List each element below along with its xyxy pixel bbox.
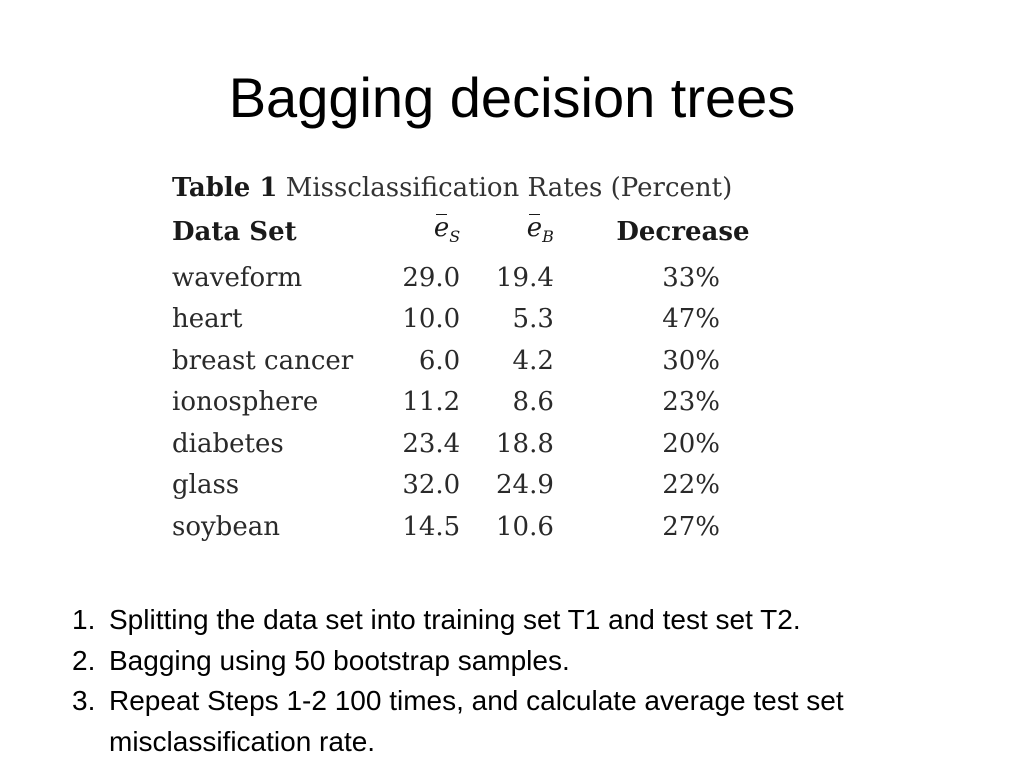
table-row: glass 32.0 24.9 22% [172, 465, 812, 507]
step-text: Repeat Steps 1-2 100 times, and calculat… [109, 685, 844, 757]
table-header-row: Data Set eS eB Decrease [172, 208, 812, 258]
cell-single-tree-error: 11.2 [402, 387, 461, 417]
cell-bagged-error: 8.6 [512, 387, 554, 417]
cell-data-set: heart [172, 304, 243, 334]
header-data-set: Data Set [172, 217, 297, 247]
table-body: waveform 29.0 19.4 33% heart 10.0 5.3 47% breast… [172, 258, 812, 549]
cell-decrease: 23% [662, 387, 720, 417]
cell-decrease: 20% [662, 428, 720, 459]
cell-data-set: diabetes [172, 428, 284, 459]
cell-single-tree-error: 23.4 [402, 428, 461, 459]
table-caption: Table 1 Missclassification Rates (Percen… [172, 168, 812, 208]
step-text: Splitting the data set into training set… [109, 604, 801, 635]
table-caption-number: Table 1 [172, 173, 278, 203]
cell-bagged-error: 5.3 [512, 304, 554, 334]
cell-single-tree-error: 29.0 [402, 262, 461, 293]
step-number: 2. [72, 644, 96, 676]
cell-single-tree-error: 6.0 [418, 345, 461, 376]
table-row: waveform 29.0 19.4 33% [172, 258, 812, 300]
step-number: 1. [72, 604, 96, 635]
table-row: soybean 14.5 10.6 27% [172, 507, 812, 549]
cell-bagged-error: 4.2 [512, 345, 554, 376]
cell-bagged-error: 18.8 [496, 428, 554, 459]
step-item: 2. Bagging using 50 bootstrap samples. [72, 641, 989, 682]
table-row: breast cancer 6.0 4.2 30% [172, 341, 812, 383]
cell-decrease: 47% [662, 304, 720, 334]
cell-bagged-error: 10.6 [496, 511, 554, 542]
step-item: 1. Splitting the data set into training s… [72, 600, 989, 641]
step-item: 3. Repeat Steps 1-2 100 times, and calcul… [72, 681, 989, 762]
misclassification-rates-table: Data Set eS eB Decrease waveform 29.0 19.4… [172, 208, 812, 548]
cell-single-tree-error: 10.0 [402, 304, 461, 334]
cell-decrease: 30% [662, 345, 720, 376]
steps-list: 1. Splitting the data set into training s… [72, 600, 989, 762]
step-number: 3. [72, 685, 96, 716]
table-row: heart 10.0 5.3 47% [172, 299, 812, 341]
header-bagged-error: eB [460, 208, 554, 258]
table-row: diabetes 23.4 18.8 20% [172, 424, 812, 466]
cell-single-tree-error: 32.0 [402, 470, 461, 500]
cell-data-set: glass [172, 470, 240, 500]
cell-decrease: 27% [662, 511, 720, 542]
header-es-symbol: e [434, 208, 449, 250]
cell-single-tree-error: 14.5 [402, 511, 461, 542]
cell-decrease: 22% [662, 470, 720, 500]
table-caption-text: Missclassification Rates (Percent) [285, 173, 733, 203]
cell-bagged-error: 19.4 [496, 262, 554, 293]
header-single-tree-error: eS [376, 208, 460, 258]
misclassification-table-figure: Table 1 Missclassification Rates (Percen… [172, 168, 812, 548]
table-row: ionosphere 11.2 8.6 23% [172, 382, 812, 424]
header-decrease: Decrease [616, 217, 750, 247]
header-eb-subscript: B [542, 227, 554, 246]
step-text: Bagging using 50 bootstrap samples. [109, 644, 570, 676]
header-es-subscript: S [449, 227, 461, 246]
cell-data-set: breast cancer [172, 345, 354, 376]
header-eb-symbol: e [527, 208, 542, 250]
cell-data-set: soybean [172, 511, 280, 542]
slide-title: Bagging decision trees [228, 66, 796, 129]
cell-data-set: ionosphere [172, 387, 319, 417]
cell-bagged-error: 24.9 [496, 470, 554, 500]
cell-decrease: 33% [662, 262, 720, 293]
cell-data-set: waveform [172, 262, 303, 293]
